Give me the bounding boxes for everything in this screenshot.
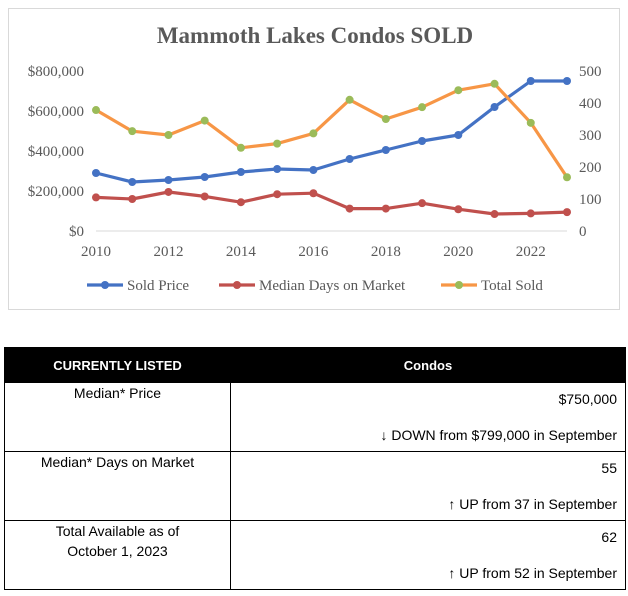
legend-median-days-on-market-marker bbox=[233, 281, 241, 289]
x-tick-label: 2020 bbox=[443, 244, 473, 260]
total-sold-point bbox=[563, 173, 571, 182]
y-right-tick-label: 200 bbox=[579, 160, 602, 176]
y-right-tick-label: 500 bbox=[579, 64, 602, 80]
total-sold-point bbox=[526, 118, 535, 127]
sold-price-point bbox=[128, 178, 137, 186]
median-days-on-market-point bbox=[273, 190, 282, 199]
row-value: 55 bbox=[601, 460, 617, 476]
y-right-tick-label: 100 bbox=[579, 192, 602, 208]
sold-price-point bbox=[526, 77, 535, 85]
total-sold-point bbox=[128, 127, 137, 136]
y-left-tick-label: $600,000 bbox=[28, 104, 84, 120]
median-days-on-market-point bbox=[418, 199, 427, 208]
sold-price-point bbox=[418, 137, 427, 145]
row-label: Median* Price bbox=[4, 382, 231, 452]
median-days-on-market-line bbox=[94, 190, 569, 216]
row-value: $750,000 bbox=[558, 391, 617, 407]
legend-sold-price-label: Sold Price bbox=[127, 278, 189, 294]
row-change: ↑ UP from 37 in September bbox=[448, 496, 617, 512]
table-row: Median* Days on Market 55 ↑ UP from 37 i… bbox=[4, 451, 626, 521]
total-sold-point bbox=[236, 143, 245, 152]
table-row: Median* Price $750,000 ↓ DOWN from $799,… bbox=[4, 382, 626, 452]
x-tick-label: 2010 bbox=[81, 244, 111, 260]
median-days-on-market-point bbox=[526, 209, 535, 218]
median-days-on-market-point bbox=[128, 195, 137, 203]
x-tick-label: 2022 bbox=[516, 244, 546, 260]
sold-price-line bbox=[94, 79, 569, 184]
row-change: ↓ DOWN from $799,000 in September bbox=[380, 427, 617, 443]
total-sold-point bbox=[309, 129, 318, 138]
table-header-row: CURRENTLY LISTED Condos bbox=[4, 347, 626, 383]
total-sold-point bbox=[200, 116, 209, 125]
listing-table: CURRENTLY LISTED Condos Median* Price $7… bbox=[4, 347, 626, 590]
median-days-on-market-point bbox=[381, 204, 390, 213]
header-condos: Condos bbox=[230, 347, 626, 383]
median-days-on-market-point bbox=[164, 187, 173, 196]
row-change: ↑ UP from 52 in September bbox=[448, 565, 617, 581]
x-tick-label: 2014 bbox=[226, 244, 257, 260]
total-sold-line bbox=[94, 82, 569, 179]
total-sold-point bbox=[381, 115, 390, 123]
total-sold-point bbox=[454, 86, 463, 95]
row-label: Total Available as of October 1, 2023 bbox=[4, 520, 231, 590]
median-days-on-market-point bbox=[200, 192, 209, 201]
total-sold-point bbox=[418, 103, 427, 112]
total-sold-point bbox=[273, 139, 282, 148]
sold-chart: Mammoth Lakes Condos SOLD $0 $200,000 $400… bbox=[28, 23, 602, 294]
median-days-on-market-point bbox=[563, 208, 571, 217]
sold-price-point bbox=[381, 146, 390, 154]
sold-price-point bbox=[563, 77, 571, 85]
chart-frame: Mammoth Lakes Condos SOLD $0 $200,000 $400… bbox=[8, 8, 620, 310]
median-days-on-market-point bbox=[309, 189, 318, 198]
sold-price-point bbox=[200, 173, 209, 181]
sold-price-point bbox=[309, 166, 318, 174]
row-value-cell: 55 ↑ UP from 37 in September bbox=[230, 451, 626, 521]
median-days-on-market-point bbox=[92, 193, 100, 202]
y-right-tick-label: 400 bbox=[579, 96, 602, 112]
y-right-tick-label: 0 bbox=[579, 224, 587, 240]
legend-sold-price-marker bbox=[101, 281, 109, 289]
total-sold-point bbox=[92, 106, 100, 115]
row-value: 62 bbox=[601, 529, 617, 545]
x-tick-label: 2018 bbox=[371, 244, 401, 260]
y-left-tick-label: $200,000 bbox=[28, 184, 84, 200]
sold-price-point bbox=[164, 176, 173, 184]
sold-price-point bbox=[454, 131, 463, 139]
y-right-tick-label: 300 bbox=[579, 128, 602, 144]
sold-price-point bbox=[92, 169, 100, 177]
y-left-tick-label: $400,000 bbox=[28, 144, 84, 160]
total-sold-point bbox=[345, 95, 354, 104]
table-row: Total Available as of October 1, 2023 62… bbox=[4, 520, 626, 590]
median-days-on-market-point bbox=[345, 204, 354, 213]
legend-total-sold-label: Total Sold bbox=[481, 278, 543, 294]
legend-total-sold-marker bbox=[455, 281, 463, 289]
total-sold-point bbox=[164, 131, 173, 139]
x-tick-label: 2016 bbox=[298, 244, 329, 260]
median-days-on-market-point bbox=[454, 205, 463, 214]
header-currently-listed: CURRENTLY LISTED bbox=[4, 347, 231, 383]
x-tick-label: 2012 bbox=[153, 244, 183, 260]
median-days-on-market-point bbox=[236, 198, 245, 207]
total-sold-point bbox=[490, 79, 499, 88]
y-left-tick-label: $0 bbox=[69, 224, 84, 240]
sold-price-point bbox=[273, 165, 282, 173]
chart-title: Mammoth Lakes Condos SOLD bbox=[157, 23, 473, 48]
sold-price-point bbox=[345, 155, 354, 163]
sold-price-point bbox=[236, 168, 245, 176]
legend-median-days-on-market-label: Median Days on Market bbox=[259, 278, 406, 294]
sold-price-point bbox=[490, 103, 499, 111]
row-value-cell: 62 ↑ UP from 52 in September bbox=[230, 520, 626, 590]
row-value-cell: $750,000 ↓ DOWN from $799,000 in Septemb… bbox=[230, 382, 626, 452]
median-days-on-market-point bbox=[490, 210, 499, 219]
y-left-tick-label: $800,000 bbox=[28, 64, 84, 80]
row-label: Median* Days on Market bbox=[4, 451, 231, 521]
